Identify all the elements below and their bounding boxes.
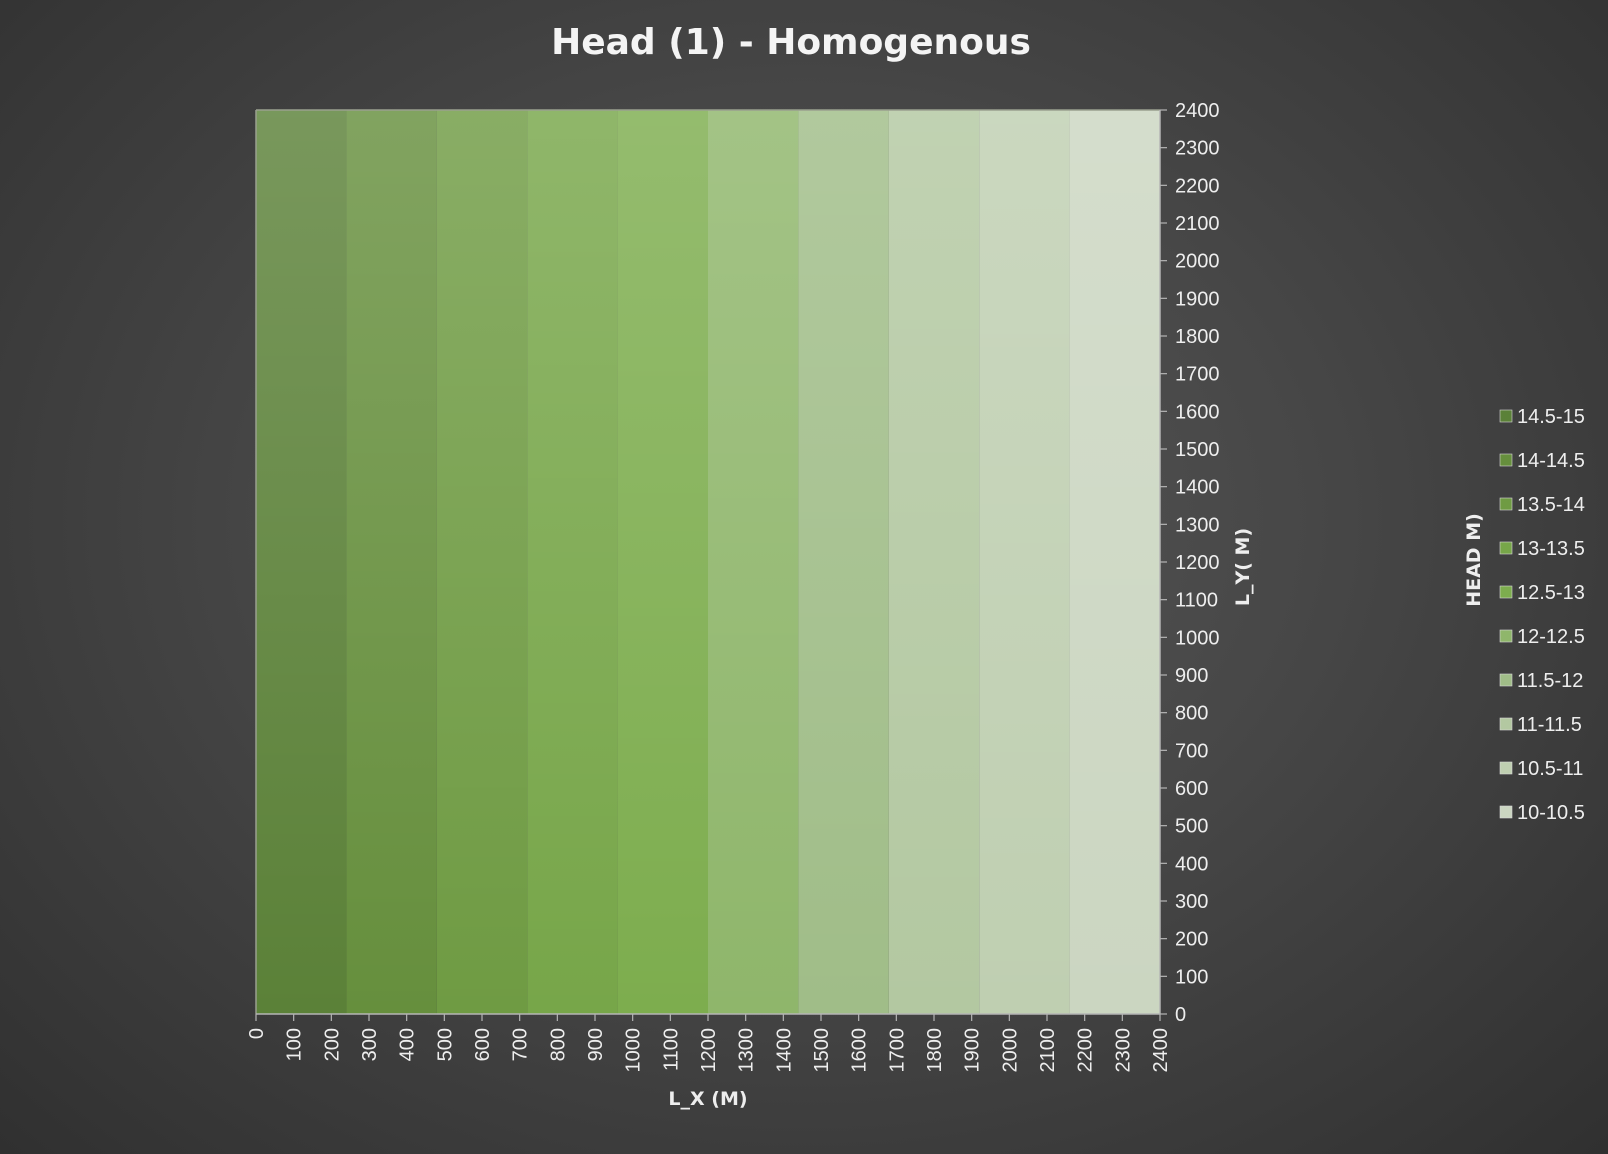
y-tick-label: 900 <box>1175 665 1208 687</box>
plot-shading <box>256 110 1160 1014</box>
x-tick-label: 2100 <box>1037 1028 1059 1073</box>
plot-area <box>255 109 1160 1014</box>
x-tick-label: 200 <box>321 1028 343 1061</box>
legend-swatch <box>1499 497 1513 511</box>
y-tick-label: 2300 <box>1175 138 1220 160</box>
y-tick-label: 1300 <box>1175 514 1220 536</box>
legend-entry: 11-11.5 <box>1517 714 1582 736</box>
legend-swatch <box>1499 805 1513 819</box>
y-tick-label: 2100 <box>1175 213 1220 235</box>
y-tick-label: 400 <box>1175 853 1208 875</box>
chart-title: Head (1) - Homogenous <box>551 22 1031 63</box>
x-tick-label: 700 <box>510 1028 532 1061</box>
y-tick-label: 0 <box>1175 1004 1186 1026</box>
y-tick-label: 1000 <box>1175 627 1220 649</box>
legend-entry: 12-12.5 <box>1517 626 1585 648</box>
x-axis-title: L_X (M) <box>668 1088 747 1110</box>
x-tick-label: 1500 <box>811 1028 833 1073</box>
y-tick-label: 2400 <box>1175 100 1220 122</box>
x-tick-label: 2200 <box>1075 1028 1097 1073</box>
y-tick-label: 600 <box>1175 778 1208 800</box>
y-tick-label: 1700 <box>1175 364 1220 386</box>
x-tick-label: 1200 <box>698 1028 720 1073</box>
legend-swatch <box>1499 409 1513 423</box>
x-tick-label: 1300 <box>736 1028 758 1073</box>
y-axis-title: L_Y( M) <box>1232 528 1254 606</box>
x-tick-label: 1400 <box>773 1028 795 1073</box>
legend-entry: 11.5-12 <box>1517 670 1583 692</box>
x-tick-label: 900 <box>585 1028 607 1061</box>
x-tick-label: 1100 <box>660 1028 682 1071</box>
y-tick-label: 2000 <box>1175 251 1220 273</box>
legend-entry: 13.5-14 <box>1517 494 1585 516</box>
x-tick-label: 600 <box>472 1028 494 1061</box>
y-tick-label: 1800 <box>1175 326 1220 348</box>
y-tick-label: 1500 <box>1175 439 1220 461</box>
x-tick-label: 2300 <box>1112 1028 1134 1073</box>
legend-entry: 13-13.5 <box>1517 538 1585 560</box>
legend-swatch <box>1499 717 1513 731</box>
x-tick-label: 2000 <box>999 1028 1021 1073</box>
x-axis: 0 100 200 300 400 500 600 700 800 900 1000 1100 1200… <box>246 1013 1172 1073</box>
y-tick-label: 1900 <box>1175 288 1220 310</box>
y-tick-label: 500 <box>1175 816 1208 838</box>
legend-swatch <box>1499 673 1513 687</box>
x-tick-label: 1600 <box>849 1028 871 1073</box>
y-tick-label: 2200 <box>1175 175 1220 197</box>
x-tick-label: 400 <box>397 1028 419 1061</box>
y-tick-label: 200 <box>1175 929 1208 951</box>
x-tick-label: 800 <box>547 1028 569 1061</box>
x-tick-label: 0 <box>246 1028 268 1039</box>
x-tick-label: 1000 <box>623 1028 645 1073</box>
y-tick-label: 300 <box>1175 891 1208 913</box>
x-tick-label: 500 <box>434 1028 456 1061</box>
x-tick-label: 2400 <box>1150 1028 1172 1073</box>
y-tick-label: 1400 <box>1175 477 1220 499</box>
y-tick-label: 1600 <box>1175 401 1220 423</box>
x-tick-label: 1800 <box>924 1028 946 1073</box>
y-tick-label: 700 <box>1175 740 1208 762</box>
legend-entry: 14.5-15 <box>1517 406 1585 428</box>
legend-entry: 10-10.5 <box>1517 802 1585 824</box>
x-tick-label: 1700 <box>886 1028 908 1073</box>
x-tick-label: 300 <box>359 1028 381 1061</box>
legend-swatch <box>1499 541 1513 555</box>
legend-swatch <box>1499 629 1513 643</box>
y-tick-label: 1200 <box>1175 552 1220 574</box>
x-tick-label: 100 <box>284 1028 306 1061</box>
x-tick-label: 1900 <box>962 1028 984 1073</box>
legend-entry: 14-14.5 <box>1517 450 1585 472</box>
legend-title: HEAD M) <box>1463 513 1485 607</box>
y-axis: 0 100 200 300 400 500 600 700 800 900 1000 1100 1200… <box>1159 100 1220 1026</box>
legend: 14.5-15 14-14.5 13.5-14 13-13.5 12.5-13 12-12… <box>1499 406 1585 824</box>
legend-swatch <box>1499 585 1513 599</box>
legend-entry: 10.5-11 <box>1517 758 1583 780</box>
legend-swatch <box>1499 761 1513 775</box>
y-tick-label: 100 <box>1175 966 1208 988</box>
y-tick-label: 800 <box>1175 703 1208 725</box>
legend-swatch <box>1499 453 1513 467</box>
legend-entry: 12.5-13 <box>1517 582 1585 604</box>
y-tick-label: 1100 <box>1175 590 1218 612</box>
